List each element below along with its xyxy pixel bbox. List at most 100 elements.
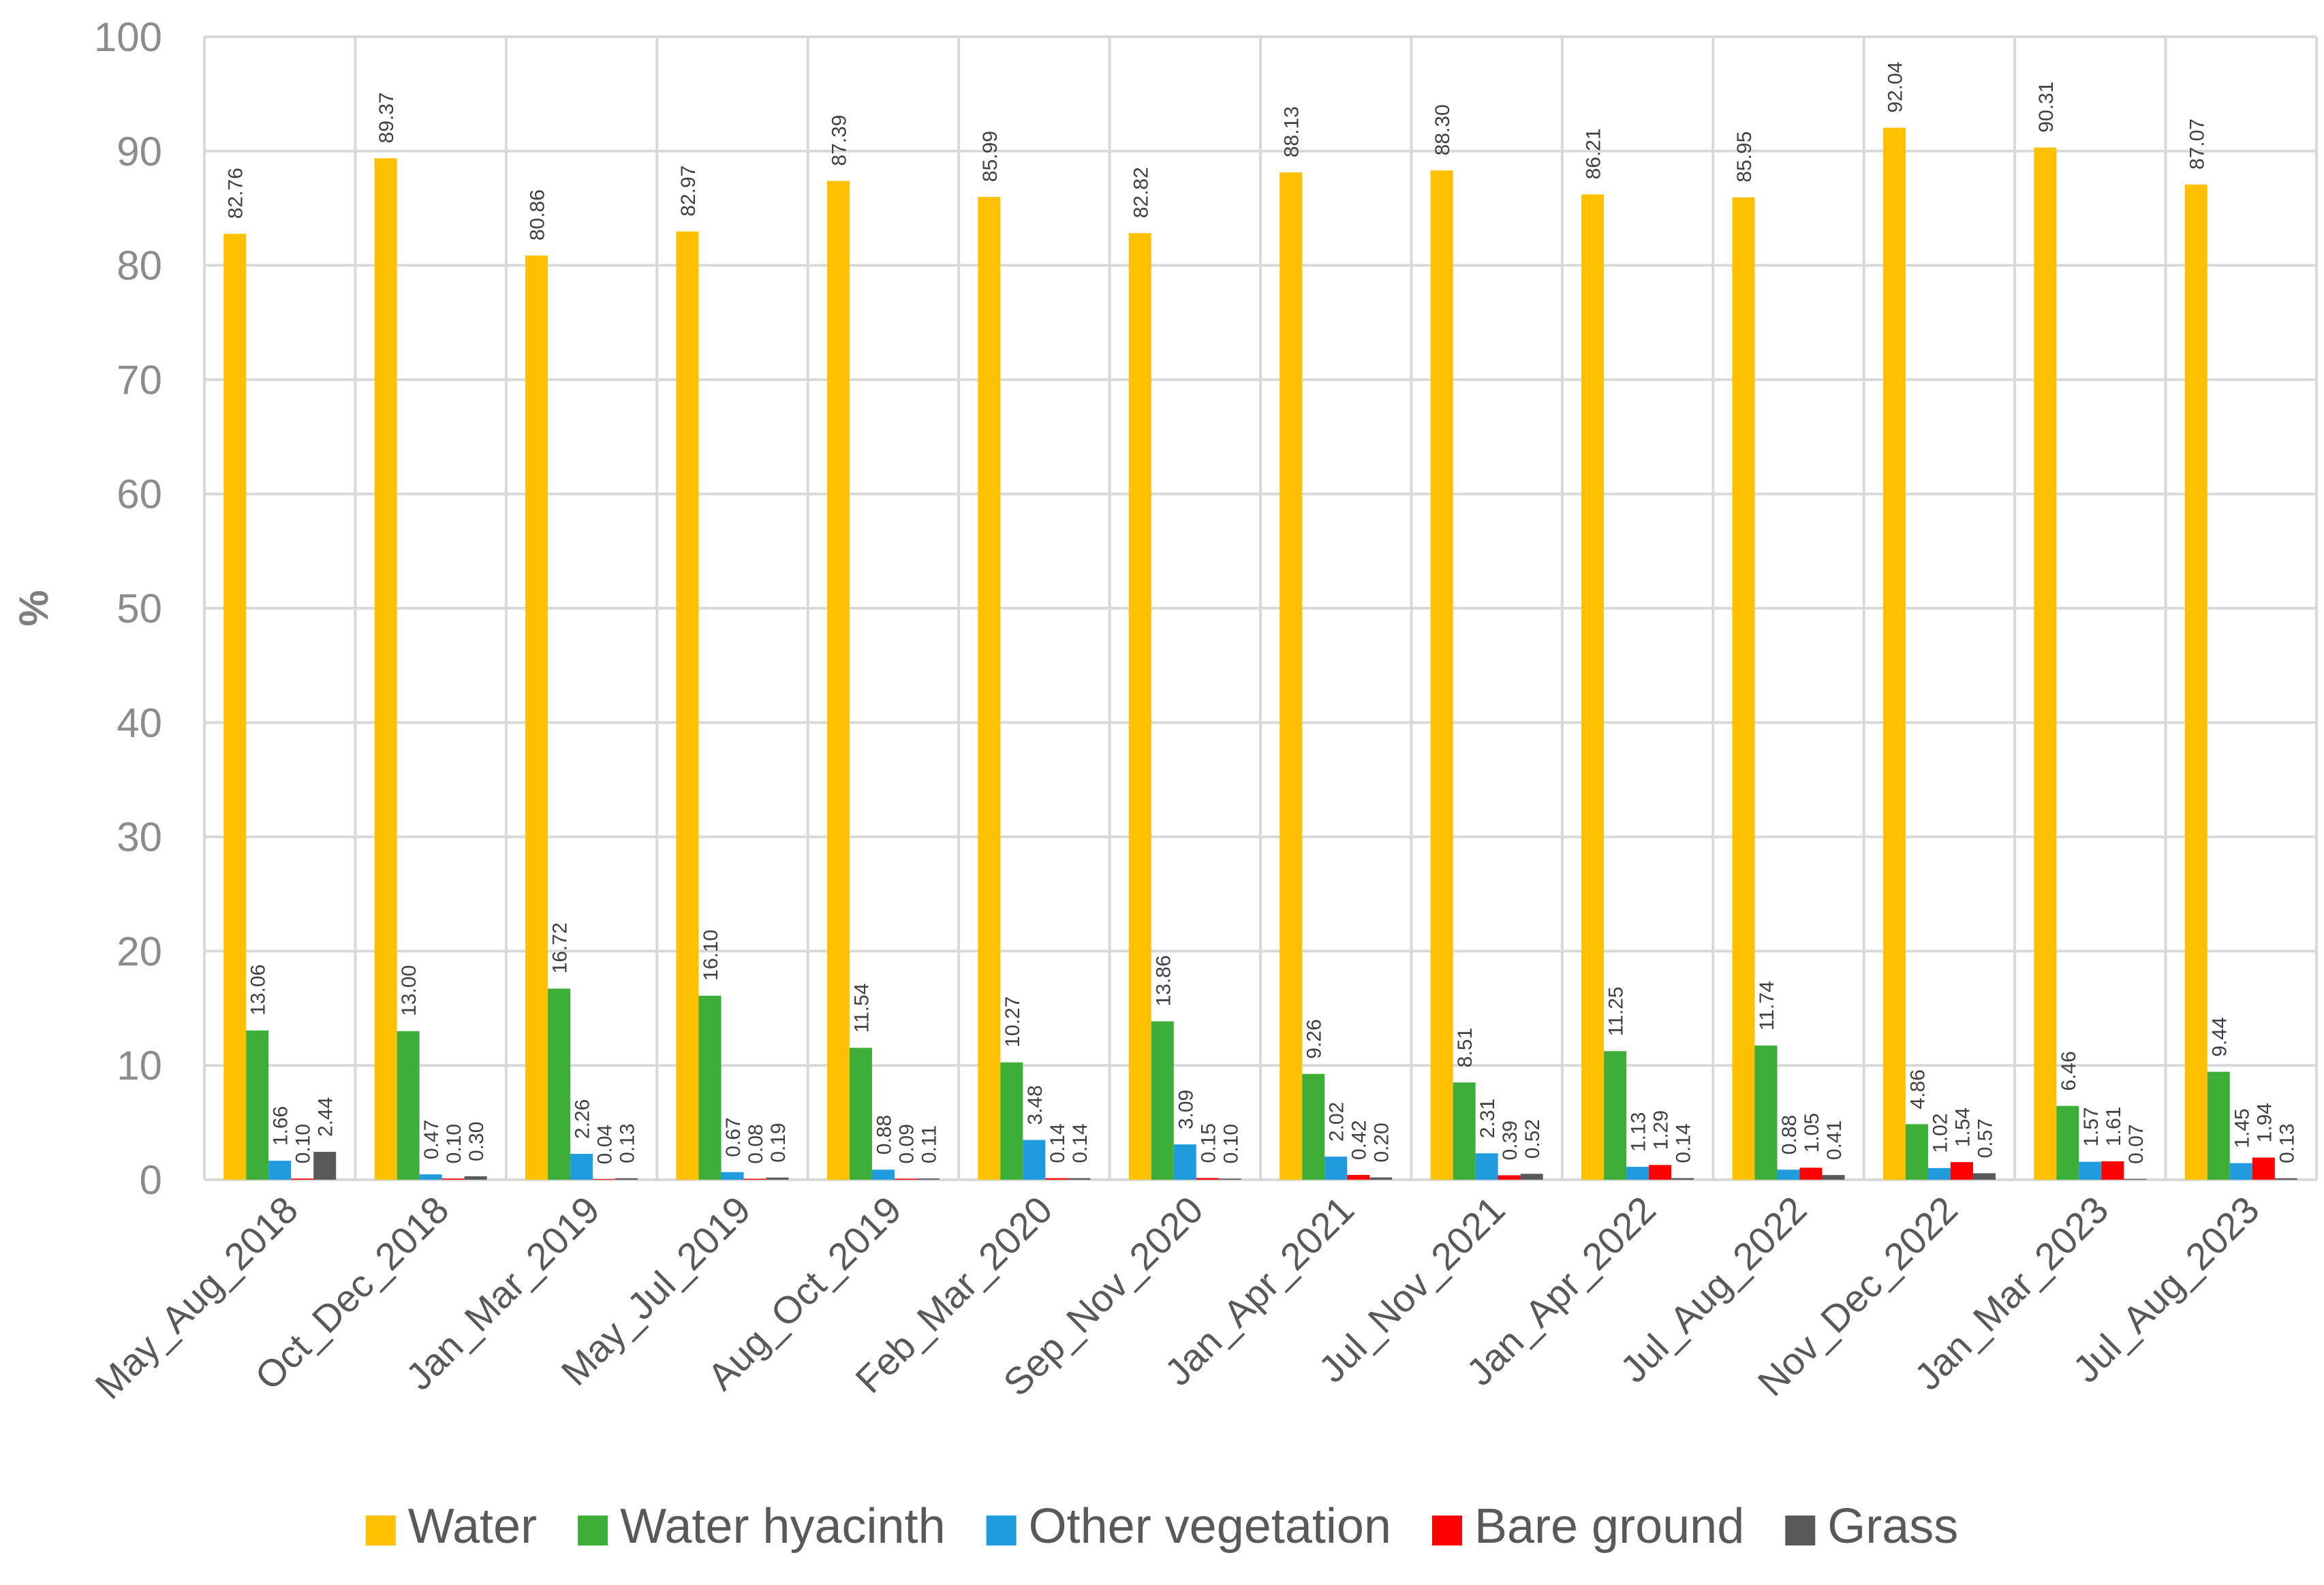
bar-grass (464, 1176, 487, 1180)
bar-water-hyacinth (246, 1030, 269, 1180)
data-label: 13.06 (247, 964, 270, 1016)
y-tick-label: 100 (94, 14, 162, 60)
data-label: 10.27 (1002, 996, 1024, 1048)
data-label: 0.88 (873, 1115, 895, 1155)
data-label: 1.94 (2253, 1103, 2276, 1142)
legend-label: Bare ground (1474, 1499, 1744, 1554)
data-label: 1.29 (1650, 1110, 1673, 1150)
data-label: 0.57 (1974, 1118, 1996, 1158)
bar-water-hyacinth (1000, 1062, 1023, 1180)
bar-other-vegetation (570, 1154, 593, 1180)
bar-water-hyacinth (1604, 1051, 1627, 1180)
bar-water (2034, 147, 2057, 1180)
data-label: 0.20 (1371, 1123, 1393, 1162)
bar-grass (1520, 1174, 1543, 1180)
data-label: 85.99 (979, 131, 1002, 182)
bar-water (374, 158, 397, 1180)
bar-other-vegetation (721, 1172, 744, 1180)
bar-other-vegetation (1626, 1167, 1649, 1180)
data-label: 0.13 (2276, 1123, 2298, 1163)
y-tick-label: 70 (117, 357, 162, 403)
legend-swatch (1785, 1516, 1816, 1545)
bar-bare-ground (743, 1178, 766, 1180)
legend-label: Grass (1827, 1499, 1958, 1554)
bar-other-vegetation (2229, 1163, 2252, 1180)
bar-water-hyacinth (2207, 1071, 2230, 1180)
y-tick-label: 60 (117, 471, 162, 517)
bar-grass (1822, 1175, 1845, 1180)
bar-other-vegetation (1173, 1144, 1196, 1180)
y-tick-label: 10 (117, 1043, 162, 1088)
data-label: 2.44 (315, 1097, 337, 1137)
data-label: 0.13 (617, 1123, 639, 1163)
bar-water (1883, 127, 1906, 1180)
bar-bare-ground (1196, 1178, 1219, 1180)
data-label: 0.15 (1197, 1123, 1220, 1163)
data-label: 0.08 (745, 1124, 767, 1163)
data-label: 82.97 (677, 166, 700, 217)
bar-water (2184, 184, 2207, 1180)
data-label: 1.45 (2231, 1108, 2253, 1148)
bar-water (826, 181, 850, 1180)
bar-grass (2124, 1178, 2147, 1180)
legend-swatch (1431, 1516, 1462, 1545)
bar-other-vegetation (1927, 1167, 1951, 1180)
data-label: 0.39 (1499, 1120, 1521, 1160)
data-label: 0.30 (465, 1122, 488, 1161)
bar-water-hyacinth (548, 988, 571, 1180)
legend-label: Other vegetation (1029, 1499, 1391, 1554)
bar-other-vegetation (1324, 1157, 1348, 1180)
gridlines (203, 35, 2318, 1181)
data-label: 0.52 (1521, 1119, 1544, 1159)
data-label: 0.14 (1673, 1123, 1695, 1163)
bar-water (525, 255, 548, 1180)
data-label: 1.54 (1951, 1108, 1974, 1147)
data-label: 3.09 (1175, 1090, 1197, 1129)
data-label: 0.88 (1778, 1115, 1801, 1155)
y-tick-label: 40 (117, 700, 162, 746)
bar-bare-ground (894, 1178, 917, 1180)
data-label: 0.10 (1220, 1124, 1242, 1163)
bar-water-hyacinth (849, 1048, 872, 1180)
data-label: 88.30 (1431, 104, 1454, 155)
bar-grass (1972, 1173, 1996, 1180)
data-label: 0.11 (918, 1125, 940, 1163)
bar-bare-ground (1799, 1167, 1823, 1180)
y-tick-label: 80 (117, 243, 162, 289)
y-tick-label: 90 (117, 129, 162, 174)
data-label: 13.86 (1152, 955, 1175, 1006)
bar-bare-ground (1347, 1174, 1370, 1180)
bar-bare-ground (441, 1178, 465, 1180)
data-label: 3.48 (1024, 1085, 1047, 1125)
data-label: 0.10 (443, 1124, 465, 1163)
bar-grass (1671, 1178, 1694, 1180)
legend-label: Water (408, 1499, 537, 1554)
data-label: 85.95 (1733, 131, 1756, 183)
bar-bare-ground (1045, 1178, 1068, 1180)
bar-other-vegetation (2079, 1161, 2102, 1180)
data-label: 87.39 (828, 115, 850, 166)
y-tick-label: 0 (140, 1157, 162, 1203)
data-label: 0.19 (767, 1123, 790, 1162)
bar-water (676, 231, 699, 1180)
data-label: 9.26 (1303, 1019, 1326, 1058)
data-label: 1.02 (1929, 1113, 1951, 1152)
data-label: 11.25 (1605, 986, 1628, 1036)
y-tick-label: 30 (117, 815, 162, 860)
data-label: 0.04 (594, 1125, 617, 1164)
data-label: 11.54 (850, 983, 873, 1033)
bar-water (1280, 172, 1303, 1180)
data-label: 89.37 (375, 92, 398, 143)
data-label: 0.14 (1047, 1123, 1069, 1163)
bar-grass (1068, 1178, 1091, 1180)
data-label: 80.86 (527, 189, 549, 240)
bar-water-hyacinth (698, 995, 722, 1180)
bar-grass (615, 1178, 638, 1180)
bar-bare-ground (1649, 1165, 1672, 1180)
y-tick-label: 50 (117, 586, 162, 631)
bar-grass (2274, 1178, 2297, 1180)
bar-bare-ground (1498, 1175, 1521, 1180)
bar-bare-ground (1950, 1162, 1973, 1180)
